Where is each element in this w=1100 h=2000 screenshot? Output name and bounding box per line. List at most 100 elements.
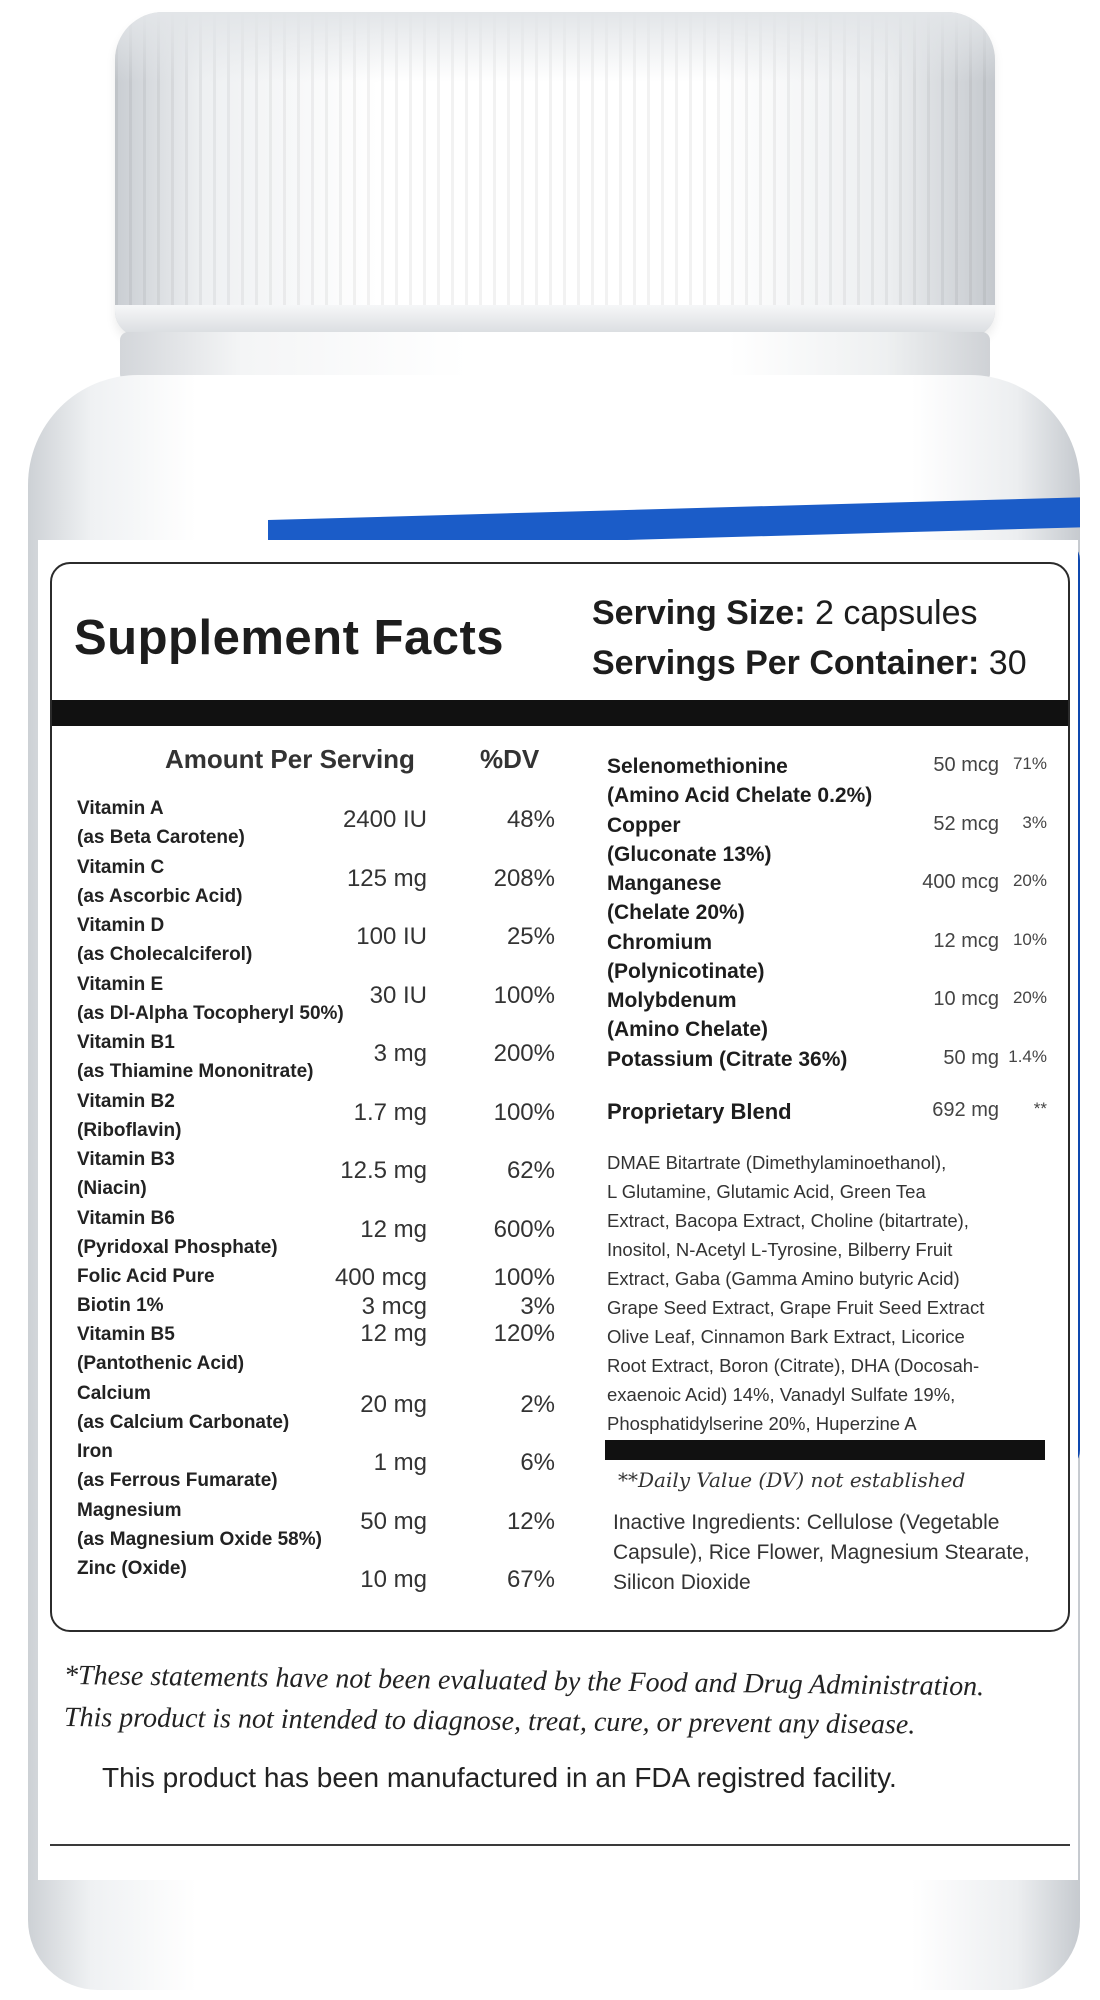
nutrient-name: Magnesium (as Magnesium Oxide 58%) <box>77 1499 322 1550</box>
nutrient-row: Selenomethionine (Amino Acid Chelate 0.2%… <box>607 752 1047 811</box>
nutrient-amount: 50 mg <box>360 1507 427 1535</box>
blend-ingredient-line: L Glutamine, Glutamic Acid, Green Tea <box>607 1181 926 1202</box>
nutrient-row: Vitamin B5 (Pantothenic Acid) 12 mg 120% <box>77 1320 577 1379</box>
nutrient-name: Potassium (Citrate 36%) <box>607 1047 848 1071</box>
nutrient-amount: 1.7 mg <box>353 1098 427 1126</box>
nutrient-row: Vitamin A (as Beta Carotene) 2400 IU 48% <box>77 794 577 853</box>
blend-ingredient-line: Grape Seed Extract, Grape Fruit Seed Ext… <box>607 1297 985 1318</box>
blend-ingredients: DMAE Bitartrate (Dimethylaminoethanol), … <box>607 1148 1037 1438</box>
nutrient-dv: 62% <box>506 1157 555 1184</box>
inactive-line: Inactive Ingredients: Cellulose (Vegetab… <box>613 1511 1000 1534</box>
nutrient-name: Copper (Gluconate 13%) <box>607 813 772 866</box>
nutrient-dv: 3% <box>1022 812 1047 832</box>
nutrient-name: Vitamin B6 (Pyridoxal Phosphate) <box>77 1207 278 1258</box>
nutrient-name: Vitamin C (as Ascorbic Acid) <box>77 856 243 907</box>
blend-ingredient-line: Inositol, N-Acetyl L-Tyrosine, Bilberry … <box>607 1239 953 1260</box>
nutrient-amount: 50 mg <box>943 1046 999 1069</box>
nutrient-row: Copper (Gluconate 13%) 52 mcg 3% <box>607 811 1047 870</box>
blend-ingredient-line: Phosphatidylserine 20%, Huperzine A <box>607 1413 917 1434</box>
nutrient-row: Molybdenum (Amino Chelate) 10 mcg 20% <box>607 986 1047 1045</box>
supplement-facts-panel: Supplement Facts Serving Size: 2 capsule… <box>50 562 1070 1632</box>
serving-size-label: Serving Size: <box>592 594 806 632</box>
nutrient-amount: 10 mcg <box>933 988 999 1010</box>
blend-name: Proprietary Blend <box>607 1098 792 1124</box>
nutrient-amount: 125 mg <box>346 864 427 892</box>
nutrient-name: Chromium (Polynicotinate) <box>607 930 765 983</box>
nutrient-amount: 400 mcg <box>922 871 999 893</box>
nutrient-dv: 200% <box>493 1040 555 1067</box>
bottle-cap <box>115 12 995 337</box>
nutrient-dv: 10% <box>1012 929 1047 949</box>
nutrient-row: Vitamin B3 (Niacin) 12.5 mg 62% <box>77 1145 577 1204</box>
nutrient-dv: 100% <box>493 1264 555 1291</box>
nutrient-dv: 20% <box>1012 871 1047 890</box>
nutrient-dv: 2% <box>520 1390 555 1418</box>
dv-note: **Daily Value (DV) not established <box>618 1468 966 1492</box>
blend-ingredient-line: Extract, Bacopa Extract, Choline (bitart… <box>607 1210 969 1231</box>
nutrient-name: Folic Acid Pure <box>77 1266 215 1287</box>
nutrient-name: Vitamin B2 (Riboflavin) <box>77 1090 182 1141</box>
header-dv: %DV <box>480 744 540 774</box>
nutrient-dv: 1.4% <box>1008 1046 1047 1066</box>
blend-ingredient-line: Root Extract, Boron (Citrate), DHA (Doco… <box>607 1355 980 1376</box>
nutrient-row: Potassium (Citrate 36%) 50 mg 1.4% <box>607 1045 1047 1085</box>
blend-amount: 692 mg <box>932 1098 999 1121</box>
nutrient-row: Vitamin D (as Cholecalciferol) 100 IU 25% <box>77 911 577 970</box>
nutrient-name: Vitamin B3 (Niacin) <box>77 1149 175 1199</box>
nutrient-row: Calcium (as Calcium Carbonate) 20 mg 2% <box>77 1379 577 1438</box>
blend-ingredient-line: exaenoic Acid) 14%, Vanadyl Sulfate 19%, <box>607 1384 956 1405</box>
nutrient-name: Zinc (Oxide) <box>77 1558 187 1579</box>
blend-ingredient-line: Extract, Gaba (Gamma Amino butyric Acid) <box>607 1268 960 1289</box>
header-divider <box>52 700 1068 726</box>
nutrient-dv: 208% <box>493 864 555 892</box>
proprietary-blend-row: Proprietary Blend 692 mg ** <box>607 1085 1047 1135</box>
fda-facility-statement: This product has been manufactured in an… <box>102 1762 897 1793</box>
nutrient-amount: 30 IU <box>369 981 427 1009</box>
nutrient-row: Magnesium (as Magnesium Oxide 58%) 50 mg … <box>77 1496 577 1555</box>
nutrient-name: Vitamin B1 (as Thiamine Mononitrate) <box>77 1032 314 1082</box>
nutrient-amount: 400 mcg <box>334 1264 427 1291</box>
nutrient-amount: 2400 IU <box>342 806 427 833</box>
nutrient-name: Calcium (as Calcium Carbonate) <box>77 1382 290 1433</box>
nutrient-name: Biotin 1% <box>77 1295 164 1316</box>
inactive-line: Capsule), Rice Flower, Magnesium Stearat… <box>613 1541 1030 1564</box>
nutrient-dv: 12% <box>506 1507 555 1535</box>
nutrient-dv: 20% <box>1012 988 1047 1007</box>
nutrient-name: Vitamin D (as Cholecalciferol) <box>77 915 253 965</box>
nutrient-name: Vitamin B5 (Pantothenic Acid) <box>77 1324 245 1374</box>
nutrient-amount: 12.5 mg <box>340 1157 427 1184</box>
nutrient-amount: 12 mg <box>360 1215 427 1243</box>
nutrient-name: Selenomethionine (Amino Acid Chelate 0.2%… <box>607 755 873 807</box>
nutrient-amount: 3 mg <box>373 1040 427 1067</box>
nutrient-dv: 3% <box>520 1293 555 1320</box>
servings-per-container: Servings Per Container: 30 <box>592 644 1027 683</box>
serving-size-value: 2 capsules <box>814 594 978 632</box>
nutrient-dv: 100% <box>493 981 555 1009</box>
cap-rim <box>115 305 995 337</box>
nutrient-row: Vitamin B2 (Riboflavin) 1.7 mg 100% <box>77 1087 577 1146</box>
nutrient-dv: 71% <box>1012 754 1047 773</box>
nutrient-row: Biotin 1% 3 mcg 3% <box>77 1291 577 1320</box>
nutrient-dv: 6% <box>520 1449 555 1476</box>
nutrient-dv: 67% <box>506 1566 555 1593</box>
blend-dv: ** <box>1033 1098 1047 1118</box>
nutrient-row: Manganese (Chelate 20%) 400 mcg 20% <box>607 869 1047 928</box>
nutrient-amount: 12 mcg <box>933 929 999 952</box>
nutrient-name: Manganese (Chelate 20%) <box>607 872 745 924</box>
inactive-ingredients: Inactive Ingredients: Cellulose (Vegetab… <box>613 1508 1053 1598</box>
nutrient-amount: 10 mg <box>360 1566 427 1593</box>
servings-per-container-label: Servings Per Container: <box>592 644 980 682</box>
nutrient-amount: 50 mcg <box>933 754 999 776</box>
nutrient-dv: 100% <box>493 1098 555 1126</box>
nutrient-amount: 1 mg <box>373 1449 427 1476</box>
servings-per-container-value: 30 <box>988 644 1027 682</box>
nutrient-amount: 3 mcg <box>361 1293 427 1320</box>
footer-divider <box>605 1440 1045 1460</box>
nutrient-row: Vitamin E (as Dl-Alpha Tocopheryl 50%) 30… <box>77 970 577 1029</box>
nutrient-row: Vitamin C (as Ascorbic Acid) 125 mg 208% <box>77 853 577 912</box>
cap-top-shading <box>115 12 995 82</box>
inactive-line: Silicon Dioxide <box>613 1571 751 1594</box>
nutrient-amount: 100 IU <box>356 923 427 950</box>
nutrient-row: Zinc (Oxide) 10 mg 67% <box>77 1554 577 1613</box>
header-amount: Amount Per Serving <box>165 744 415 774</box>
